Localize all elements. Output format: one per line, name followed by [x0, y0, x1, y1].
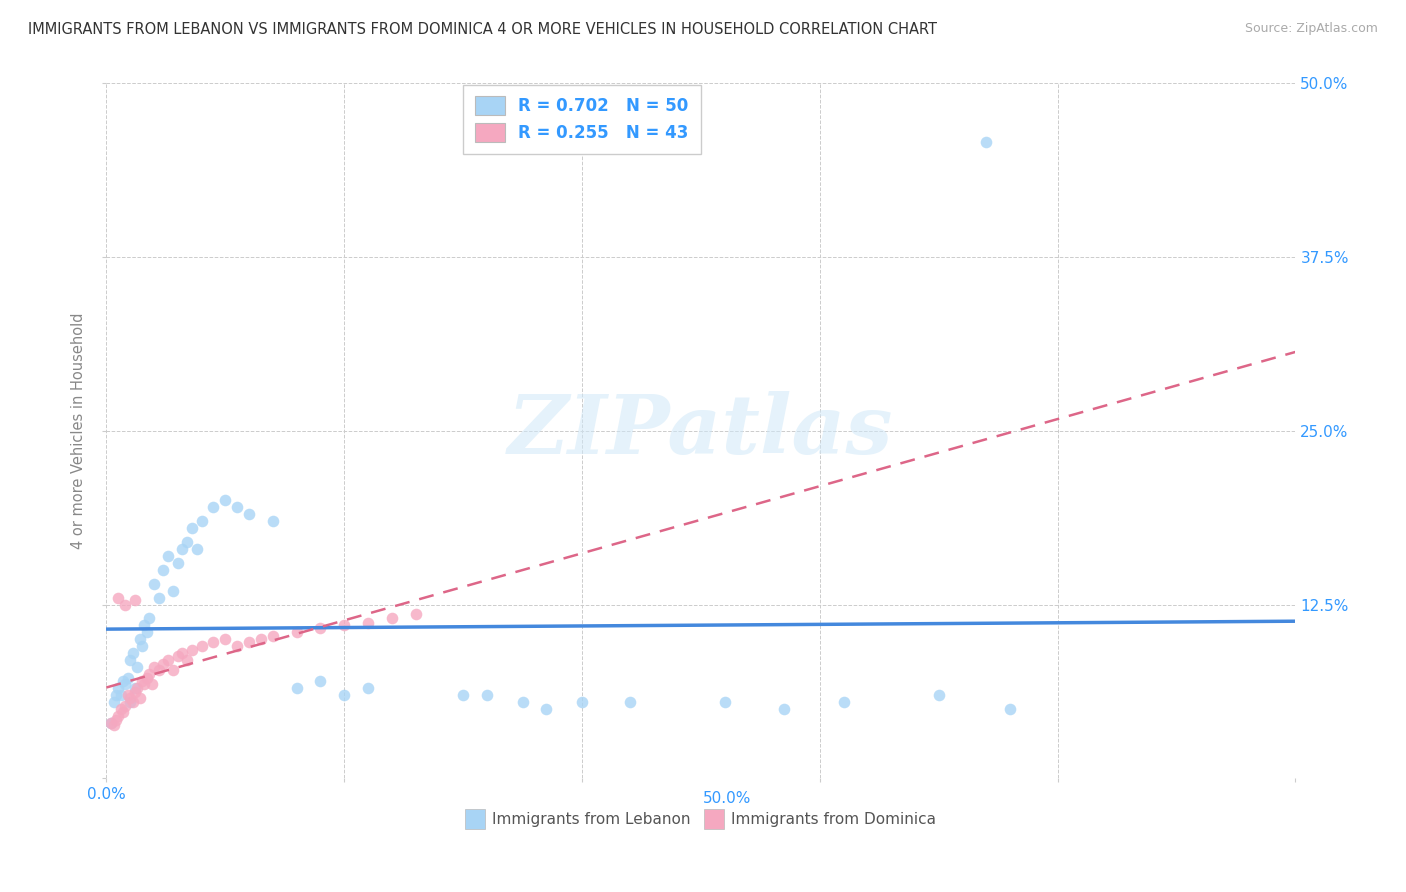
Point [214, 632, 236, 647]
Point [172, 541, 194, 556]
Point [127, 660, 149, 674]
Point [181, 643, 204, 657]
Point [121, 646, 143, 660]
Point [134, 618, 156, 632]
Point [100, 715, 122, 730]
Point [162, 663, 184, 677]
Point [112, 673, 135, 688]
Point [100, 715, 122, 730]
Point [162, 583, 184, 598]
Point [114, 598, 136, 612]
Point [928, 688, 950, 702]
Point [107, 708, 129, 723]
Point [110, 688, 132, 702]
Point [619, 695, 641, 709]
Point [128, 690, 150, 705]
Point [107, 591, 129, 605]
Point [166, 556, 188, 570]
Point [512, 695, 534, 709]
Point [135, 671, 157, 685]
Point [152, 657, 174, 672]
Point [832, 695, 855, 709]
Point [309, 673, 332, 688]
Point [333, 618, 356, 632]
Point [103, 695, 125, 709]
Point [176, 653, 198, 667]
Point [152, 563, 174, 577]
Point [131, 673, 153, 688]
Point [285, 681, 308, 695]
Point [124, 593, 146, 607]
Point [148, 663, 170, 677]
Point [157, 549, 180, 563]
Point [190, 514, 212, 528]
Point [451, 688, 474, 702]
Point [202, 635, 225, 649]
Point [124, 685, 146, 699]
Point [166, 648, 188, 663]
Point [128, 632, 150, 647]
Point [181, 521, 204, 535]
Point [142, 576, 165, 591]
Point [202, 500, 225, 515]
Point [104, 713, 127, 727]
Point [381, 611, 404, 625]
Text: IMMIGRANTS FROM LEBANON VS IMMIGRANTS FROM DOMINICA 4 OR MORE VEHICLES IN HOUSEH: IMMIGRANTS FROM LEBANON VS IMMIGRANTS FR… [28, 22, 938, 37]
Point [141, 677, 163, 691]
Text: Source: ZipAtlas.com: Source: ZipAtlas.com [1244, 22, 1378, 36]
Point [309, 621, 332, 635]
Point [998, 702, 1021, 716]
Point [186, 541, 208, 556]
Point [120, 653, 142, 667]
Point [226, 639, 249, 653]
Text: 50.0%: 50.0% [703, 790, 752, 805]
Point [357, 615, 380, 630]
Point [172, 646, 194, 660]
Point [117, 671, 139, 685]
Point [262, 630, 284, 644]
Point [405, 607, 427, 622]
Point [138, 667, 160, 681]
Point [357, 681, 380, 695]
Point [190, 639, 212, 653]
Point [226, 500, 249, 515]
Text: ZIPatlas: ZIPatlas [508, 391, 894, 471]
Y-axis label: 4 or more Vehicles in Household: 4 or more Vehicles in Household [72, 312, 86, 549]
Point [124, 681, 146, 695]
Point [103, 718, 125, 732]
Point [250, 632, 273, 647]
Point [114, 677, 136, 691]
Point [974, 135, 997, 149]
Point [142, 660, 165, 674]
Point [176, 535, 198, 549]
Point [112, 705, 135, 719]
Point [773, 702, 796, 716]
Point [238, 635, 260, 649]
Point [333, 688, 356, 702]
Legend: Immigrants from Lebanon, Immigrants from Dominica: Immigrants from Lebanon, Immigrants from… [460, 805, 942, 833]
Point [107, 681, 129, 695]
Point [135, 625, 157, 640]
Point [475, 688, 498, 702]
Point [262, 514, 284, 528]
Point [571, 695, 593, 709]
Point [131, 639, 153, 653]
Point [134, 677, 156, 691]
Point [120, 695, 142, 709]
Point [713, 695, 735, 709]
Point [214, 493, 236, 508]
Point [138, 611, 160, 625]
Point [120, 690, 142, 705]
Point [110, 702, 132, 716]
Point [148, 591, 170, 605]
Point [117, 688, 139, 702]
Point [157, 653, 180, 667]
Point [121, 695, 143, 709]
Point [238, 507, 260, 521]
Point [536, 702, 558, 716]
Point [127, 681, 149, 695]
Point [104, 688, 127, 702]
Point [285, 625, 308, 640]
Point [114, 698, 136, 713]
